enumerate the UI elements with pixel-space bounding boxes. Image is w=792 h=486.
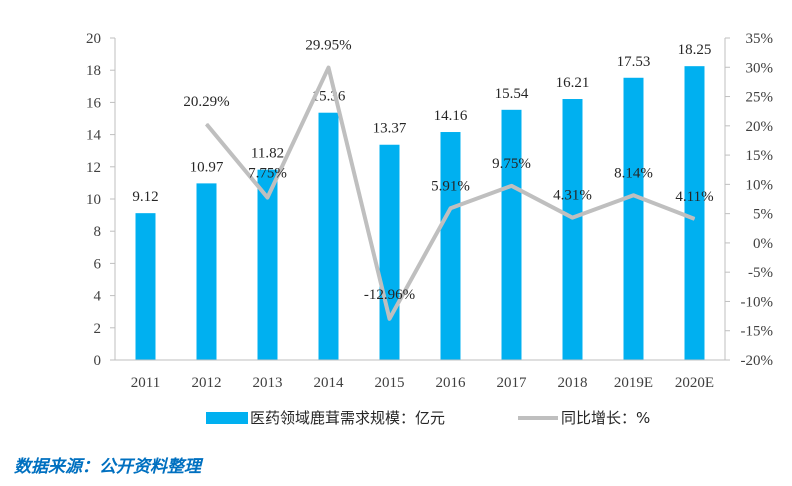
left-tick-label: 12 <box>86 160 101 176</box>
right-tick-label: 15% <box>746 148 774 164</box>
bar-2013 <box>257 169 278 360</box>
bar-label-2013: 11.82 <box>251 146 284 162</box>
right-tick-label: 5% <box>753 207 773 223</box>
left-tick-label: 4 <box>94 289 102 305</box>
bar-series <box>135 66 705 361</box>
legend-bar-label: 医药领域鹿茸需求规模：亿元 <box>250 409 445 427</box>
legend-bar-swatch <box>206 412 248 424</box>
line-data-labels: 20.29% 7.75% 29.95% -12.96% 5.91% 9.75% 4.31% 8… <box>183 38 713 303</box>
legend-line-label: 同比增长：% <box>561 409 650 427</box>
x-tick-label-2016: 2016 <box>436 375 467 391</box>
left-tick-label: 20 <box>86 31 101 47</box>
bar-2018 <box>562 99 583 361</box>
bar-2014 <box>318 112 339 360</box>
growth-label-2017: 9.75% <box>492 156 531 172</box>
growth-label-2016: 5.91% <box>431 178 470 194</box>
x-tick-label-2013: 2013 <box>253 375 283 391</box>
axes: 0 2 4 6 8 10 12 14 16 18 20 -20% -15% -10% -5% 0% 5% 10% 1… <box>86 31 773 391</box>
left-tick-label: 16 <box>86 95 102 111</box>
x-tick-label-2012: 2012 <box>192 375 222 391</box>
growth-point-2013 <box>267 197 268 199</box>
growth-label-2020E: 4.11% <box>675 189 713 205</box>
growth-label-2018: 4.31% <box>553 188 592 204</box>
growth-label-2013: 7.75% <box>248 166 287 182</box>
growth-point-2014 <box>328 67 329 69</box>
right-tick-label: -10% <box>741 294 774 310</box>
growth-label-2015: -12.96% <box>364 287 415 303</box>
growth-point-2015 <box>389 318 390 320</box>
left-tick-label: 8 <box>94 224 102 240</box>
bar-2020E <box>684 66 705 361</box>
growth-point-2016 <box>450 207 451 209</box>
x-tick-label-2017: 2017 <box>497 375 528 391</box>
growth-point-2017 <box>511 185 512 187</box>
right-tick-label: 0% <box>753 236 773 252</box>
right-tick-label: -20% <box>741 353 774 369</box>
growth-point-2012 <box>206 123 207 125</box>
bar-2019E <box>623 77 644 360</box>
x-tick-label-2019E: 2019E <box>614 375 653 391</box>
x-tick-label-2020E: 2020E <box>675 375 714 391</box>
left-tick-label: 18 <box>86 63 101 79</box>
right-tick-label: 35% <box>746 31 774 47</box>
left-tick-label: 10 <box>86 192 101 208</box>
source-note: 数据来源：公开资料整理 <box>14 457 201 477</box>
growth-label-2012: 20.29% <box>183 94 229 110</box>
growth-point-2019E <box>633 194 634 196</box>
bar-label-2018: 16.21 <box>556 75 590 91</box>
bar-2011 <box>135 213 156 360</box>
bar-label-2017: 15.54 <box>495 86 529 102</box>
bar-data-labels: 9.1210.9711.8215.3613.3714.1615.5416.211… <box>132 42 711 205</box>
growth-label-2014: 29.95% <box>305 38 351 54</box>
growth-point-2020E <box>694 218 695 220</box>
right-tick-label: 30% <box>746 60 774 76</box>
bar-2017 <box>501 109 522 360</box>
bar-label-2011: 9.12 <box>132 189 158 205</box>
left-tick-label: 6 <box>94 256 102 272</box>
bar-label-2012: 10.97 <box>190 159 224 175</box>
left-tick-label: 0 <box>94 353 102 369</box>
x-tick-label-2014: 2014 <box>314 375 345 391</box>
left-tick-label: 14 <box>86 128 102 144</box>
growth-label-2019E: 8.14% <box>614 165 653 181</box>
left-tick-label: 2 <box>94 321 102 337</box>
bar-label-2019E: 17.53 <box>617 54 651 70</box>
bar-2016 <box>440 132 461 360</box>
combo-chart: 9.1210.9711.8215.3613.3714.1615.5416.211… <box>86 31 773 427</box>
right-tick-label: 20% <box>746 119 774 135</box>
line-series <box>204 65 696 321</box>
x-tick-label-2011: 2011 <box>131 375 160 391</box>
bar-label-2016: 14.16 <box>434 108 468 124</box>
bar-label-2020E: 18.25 <box>678 42 712 58</box>
right-tick-label: -15% <box>741 324 774 340</box>
bar-2012 <box>196 183 217 360</box>
bar-2015 <box>379 144 400 360</box>
right-tick-label: 25% <box>746 90 774 106</box>
right-tick-label: -5% <box>748 265 773 281</box>
growth-point-2018 <box>572 217 573 219</box>
legend: 医药领域鹿茸需求规模：亿元 同比增长：% <box>206 409 650 427</box>
right-tick-label: 10% <box>746 177 774 193</box>
bar-label-2015: 13.37 <box>373 121 407 137</box>
x-tick-label-2018: 2018 <box>558 375 588 391</box>
x-tick-label-2015: 2015 <box>375 375 405 391</box>
